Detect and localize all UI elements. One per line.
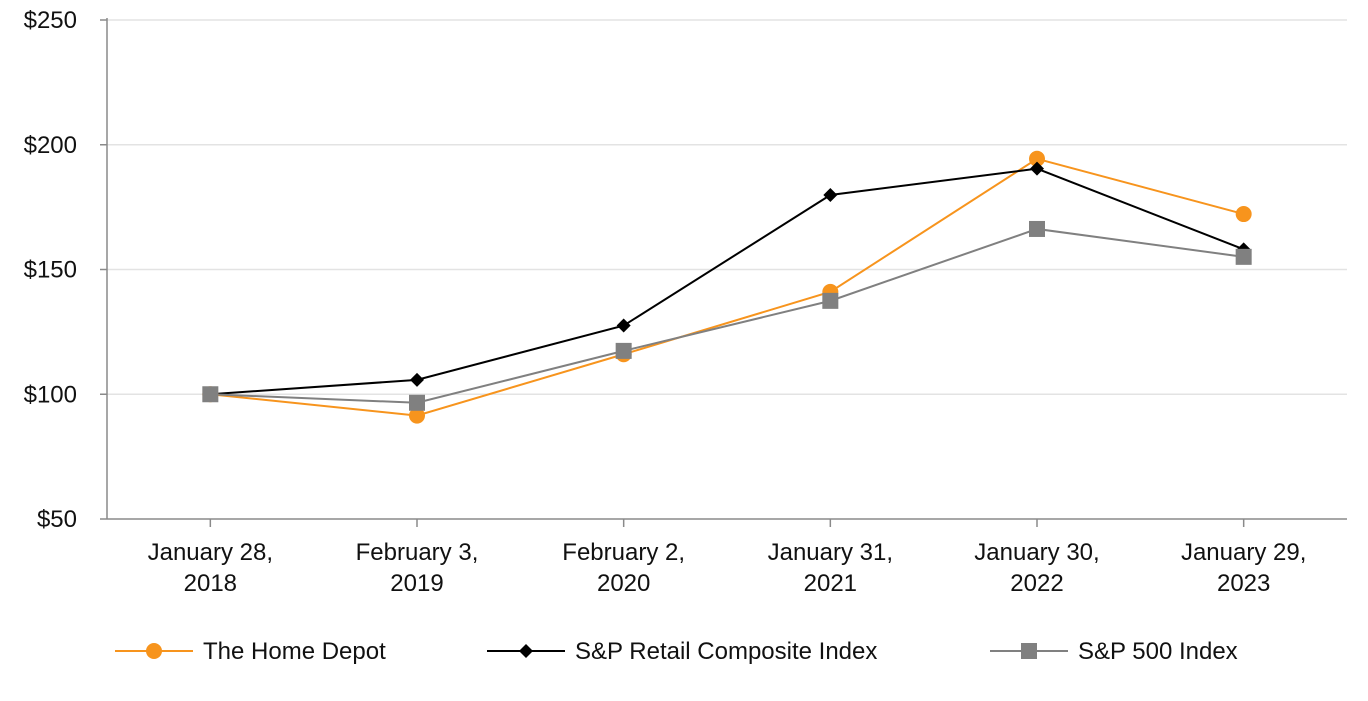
legend: The Home Depot S&P Retail Composite Index… [115,638,1238,665]
series-line [210,157,1244,417]
x-tick-label: January 29, 2023 [1181,539,1306,597]
axes [100,18,1347,527]
data-point [616,318,631,333]
x-tick-label-line: February 3, [356,539,479,566]
x-tick-label-line: February 2, [562,539,685,566]
data-point [1029,150,1045,167]
data-point [615,342,632,359]
y-tick-label: $100 [24,381,77,408]
x-tick-label-line: January 28, [148,539,273,566]
x-tick-label-line: January 31, [768,539,893,566]
y-tick-label: $50 [37,506,77,533]
x-tick-label: January 28, 2018 [148,539,273,597]
x-tick-label-line: January 29, [1181,539,1306,566]
data-point [410,372,424,387]
x-tick-label-line: January 30, [974,539,1099,566]
y-tick-label: $150 [24,257,77,284]
series-line [210,227,1244,404]
data-point [409,407,425,424]
x-tick-label: January 31, 2021 [768,539,893,597]
legend-label: The Home Depot [203,638,386,665]
legend-marker [1021,643,1037,659]
data-point [202,386,219,403]
x-tick-label: January 30, 2022 [974,539,1099,597]
data-point [1235,248,1252,265]
x-tick-labels: January 28, 2018 February 3, 2019 February 2… [148,539,1307,597]
y-tick-label: $250 [24,7,77,34]
data-point [1030,161,1044,176]
data-point [823,188,838,203]
y-tick-labels: $50 $100 $150 $200 $250 [24,7,77,533]
x-tick-label-line: 2020 [597,570,650,597]
x-tick-label: February 3, 2019 [356,539,479,597]
x-tick-label-line: 2021 [804,570,857,597]
data-point [1235,206,1252,223]
y-tick-label: $200 [24,132,77,159]
data-point [822,292,839,309]
legend-label: S&P Retail Composite Index [575,638,877,665]
x-tick-label-line: 2023 [1217,570,1270,597]
data-point [409,394,425,411]
gridlines [107,19,1347,395]
series [202,150,1252,424]
legend-marker [519,644,533,658]
legend-label: S&P 500 Index [1078,638,1238,665]
data-point [1029,220,1045,237]
series-line [210,167,1245,396]
x-tick-label-line: 2018 [184,570,237,597]
x-tick-label-line: 2019 [390,570,443,597]
x-tick-label-line: 2022 [1010,570,1063,597]
legend-marker [146,643,162,659]
x-tick-label: February 2, 2020 [562,539,685,597]
